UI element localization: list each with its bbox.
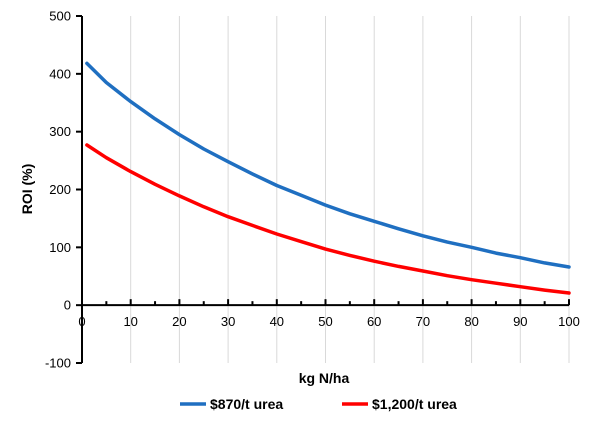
- y-tick-label: 0: [64, 298, 71, 313]
- y-tick-label: 400: [49, 66, 71, 81]
- y-tick-label: 100: [49, 240, 71, 255]
- legend-item-series-1: $870/t urea: [180, 396, 283, 412]
- legend-label-series-1: $870/t urea: [210, 396, 283, 412]
- axes: [76, 15, 570, 364]
- series-line-2: [85, 143, 571, 295]
- y-tick-labels: -100 0 100 200 300 400 500: [45, 9, 71, 371]
- x-tick-label: 20: [172, 314, 186, 329]
- x-tick-label: 100: [558, 314, 580, 329]
- x-axis-title: kg N/ha: [299, 370, 350, 386]
- x-tick-label: 90: [513, 314, 527, 329]
- y-axis-title: ROI (%): [19, 164, 35, 215]
- x-tick-label: 80: [464, 314, 478, 329]
- series-lines: [85, 61, 571, 295]
- x-tick-label: 0: [78, 314, 85, 329]
- y-tick-label: 200: [49, 182, 71, 197]
- y-tick-label: 500: [49, 9, 71, 24]
- gridlines: [130, 16, 570, 363]
- legend-item-series-2: $1,200/t urea: [342, 396, 457, 412]
- series-line-1: [85, 61, 571, 269]
- y-tick-label: 300: [49, 124, 71, 139]
- legend: $870/t urea $1,200/t urea: [180, 396, 457, 412]
- y-tick-label: -100: [45, 356, 71, 371]
- x-tick-label: 70: [416, 314, 430, 329]
- x-tick-labels: 0 10 20 30 40 50 60 70 80 90 100: [78, 314, 579, 329]
- x-tick-label: 60: [367, 314, 381, 329]
- x-tick-label: 30: [221, 314, 235, 329]
- x-tick-label: 10: [123, 314, 137, 329]
- x-tick-label: 50: [318, 314, 332, 329]
- x-tick-label: 40: [270, 314, 284, 329]
- legend-label-series-2: $1,200/t urea: [372, 396, 457, 412]
